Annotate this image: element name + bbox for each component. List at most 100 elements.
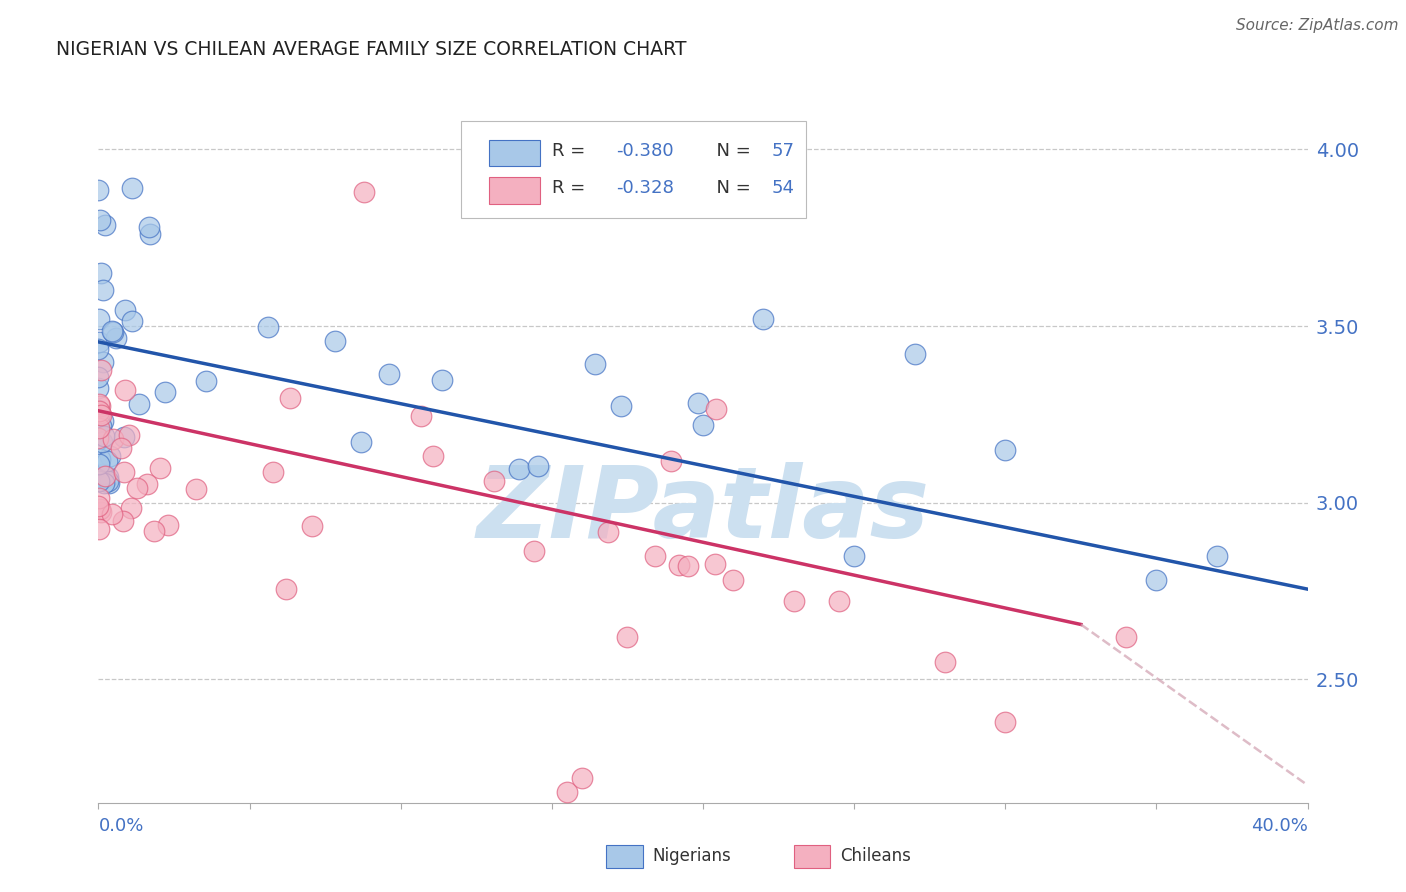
Point bbox=[274, 582, 297, 596]
Point bbox=[555, 785, 578, 799]
Point bbox=[482, 475, 505, 489]
Point bbox=[378, 367, 401, 381]
Point bbox=[644, 549, 666, 563]
Point bbox=[90, 266, 112, 280]
Point bbox=[112, 430, 135, 444]
Point bbox=[91, 355, 114, 369]
Point bbox=[101, 325, 124, 339]
Point bbox=[89, 405, 111, 419]
Point bbox=[353, 185, 375, 199]
Point bbox=[153, 385, 176, 400]
Point bbox=[128, 397, 150, 411]
Point bbox=[280, 391, 302, 405]
Point bbox=[97, 470, 120, 484]
Point bbox=[194, 374, 217, 388]
Point bbox=[103, 432, 125, 446]
Point bbox=[87, 474, 110, 488]
Point bbox=[120, 500, 142, 515]
Point bbox=[184, 482, 207, 496]
Point bbox=[156, 518, 179, 533]
Point bbox=[686, 396, 709, 410]
Point bbox=[91, 414, 114, 428]
Point bbox=[87, 499, 110, 513]
Text: Nigerians: Nigerians bbox=[652, 847, 731, 865]
Point bbox=[692, 417, 714, 432]
Text: 54: 54 bbox=[772, 179, 794, 197]
Point bbox=[87, 428, 110, 442]
Text: N =: N = bbox=[706, 179, 756, 197]
FancyBboxPatch shape bbox=[793, 846, 830, 868]
Text: N =: N = bbox=[706, 142, 756, 160]
Point bbox=[87, 403, 110, 417]
Text: 40.0%: 40.0% bbox=[1251, 817, 1308, 835]
Point bbox=[1115, 630, 1137, 644]
Point bbox=[422, 450, 444, 464]
Point bbox=[87, 342, 110, 356]
Point bbox=[87, 457, 110, 471]
Point bbox=[994, 714, 1017, 729]
Point bbox=[97, 476, 120, 491]
Point bbox=[94, 469, 117, 483]
Text: NIGERIAN VS CHILEAN AVERAGE FAMILY SIZE CORRELATION CHART: NIGERIAN VS CHILEAN AVERAGE FAMILY SIZE … bbox=[56, 40, 686, 59]
Point bbox=[90, 435, 112, 450]
Point bbox=[610, 400, 633, 414]
Point bbox=[752, 312, 775, 326]
Point bbox=[89, 472, 111, 486]
Point bbox=[676, 559, 699, 574]
Point bbox=[149, 461, 172, 475]
Point bbox=[527, 459, 550, 474]
Point bbox=[596, 524, 619, 539]
Point bbox=[583, 357, 606, 371]
Point bbox=[89, 335, 111, 350]
Point bbox=[101, 507, 124, 521]
Point bbox=[409, 409, 432, 423]
Point bbox=[135, 477, 157, 491]
Point bbox=[659, 454, 682, 468]
Point bbox=[1206, 549, 1229, 563]
Text: R =: R = bbox=[553, 179, 591, 197]
Point bbox=[114, 302, 136, 317]
Point bbox=[105, 331, 128, 345]
Point bbox=[87, 397, 110, 411]
Point bbox=[703, 557, 725, 571]
Text: -0.380: -0.380 bbox=[616, 142, 673, 160]
Point bbox=[125, 481, 148, 495]
Point bbox=[89, 213, 111, 227]
Text: R =: R = bbox=[553, 142, 591, 160]
Text: 57: 57 bbox=[772, 142, 794, 160]
Point bbox=[301, 519, 323, 533]
Point bbox=[87, 183, 110, 197]
Point bbox=[994, 442, 1017, 457]
Point bbox=[96, 454, 118, 468]
Text: 0.0%: 0.0% bbox=[98, 817, 143, 835]
Point bbox=[783, 594, 806, 608]
FancyBboxPatch shape bbox=[489, 140, 540, 166]
Text: Source: ZipAtlas.com: Source: ZipAtlas.com bbox=[1236, 18, 1399, 33]
Point bbox=[93, 429, 115, 443]
Point bbox=[87, 311, 110, 326]
Point bbox=[262, 465, 284, 479]
Point bbox=[1144, 574, 1167, 588]
Point bbox=[138, 220, 160, 235]
Point bbox=[87, 522, 110, 536]
Point bbox=[112, 465, 135, 479]
Point bbox=[89, 451, 111, 466]
Point bbox=[87, 431, 110, 445]
Point bbox=[93, 467, 115, 481]
Point bbox=[87, 402, 110, 417]
Point bbox=[668, 558, 690, 573]
Point bbox=[323, 334, 346, 348]
Point bbox=[616, 630, 638, 644]
Point bbox=[523, 544, 546, 558]
FancyBboxPatch shape bbox=[606, 846, 643, 868]
Point bbox=[844, 549, 866, 563]
Point bbox=[97, 474, 120, 488]
Point bbox=[256, 319, 278, 334]
Text: -0.328: -0.328 bbox=[616, 179, 673, 197]
FancyBboxPatch shape bbox=[489, 178, 540, 203]
Point bbox=[121, 314, 143, 328]
Point bbox=[111, 514, 134, 528]
Point bbox=[571, 771, 593, 785]
Text: Chileans: Chileans bbox=[839, 847, 911, 865]
Point bbox=[934, 655, 956, 669]
